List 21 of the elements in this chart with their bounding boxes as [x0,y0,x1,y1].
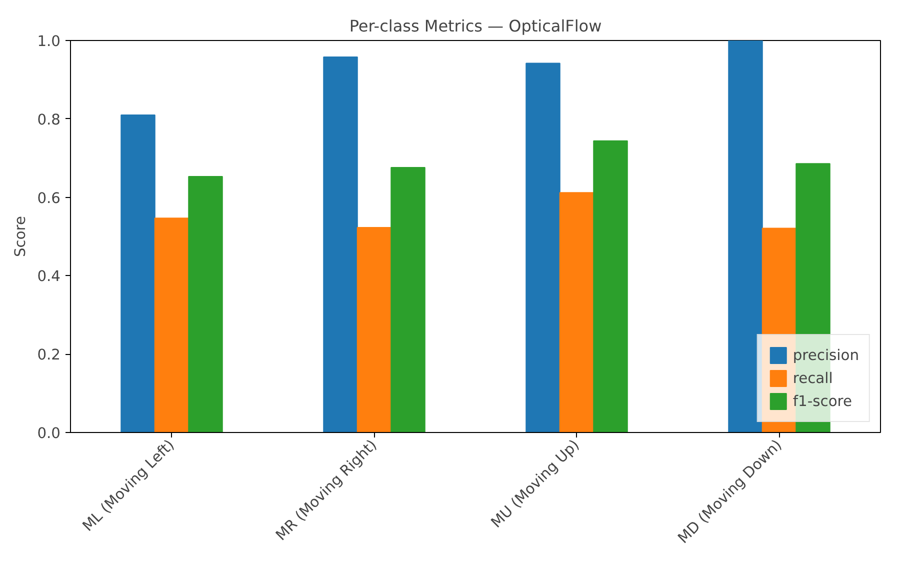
bar [188,176,223,432]
bar [390,167,426,432]
y-tick-label: 1.0 [37,33,61,50]
y-tick-label: 0.2 [37,346,61,364]
bar [154,218,190,432]
y-axis-title: Score [12,216,30,258]
bar [356,226,392,432]
legend-label: f1-score [792,392,852,410]
y-tick-label: 0.4 [37,268,61,286]
legend-label: recall [792,370,833,386]
bar [120,114,156,432]
bar [323,56,358,432]
bar [559,192,594,432]
y-tick-label: 0.8 [37,111,61,128]
y-tick-label: 0.0 [37,425,61,442]
legend-label: precision [792,346,859,364]
y-tick-label: 0.6 [37,190,61,207]
bar [593,140,628,432]
bar [526,62,560,432]
bar [728,40,763,432]
chart-title: Per-class Metrics — OpticalFlow [349,16,602,36]
